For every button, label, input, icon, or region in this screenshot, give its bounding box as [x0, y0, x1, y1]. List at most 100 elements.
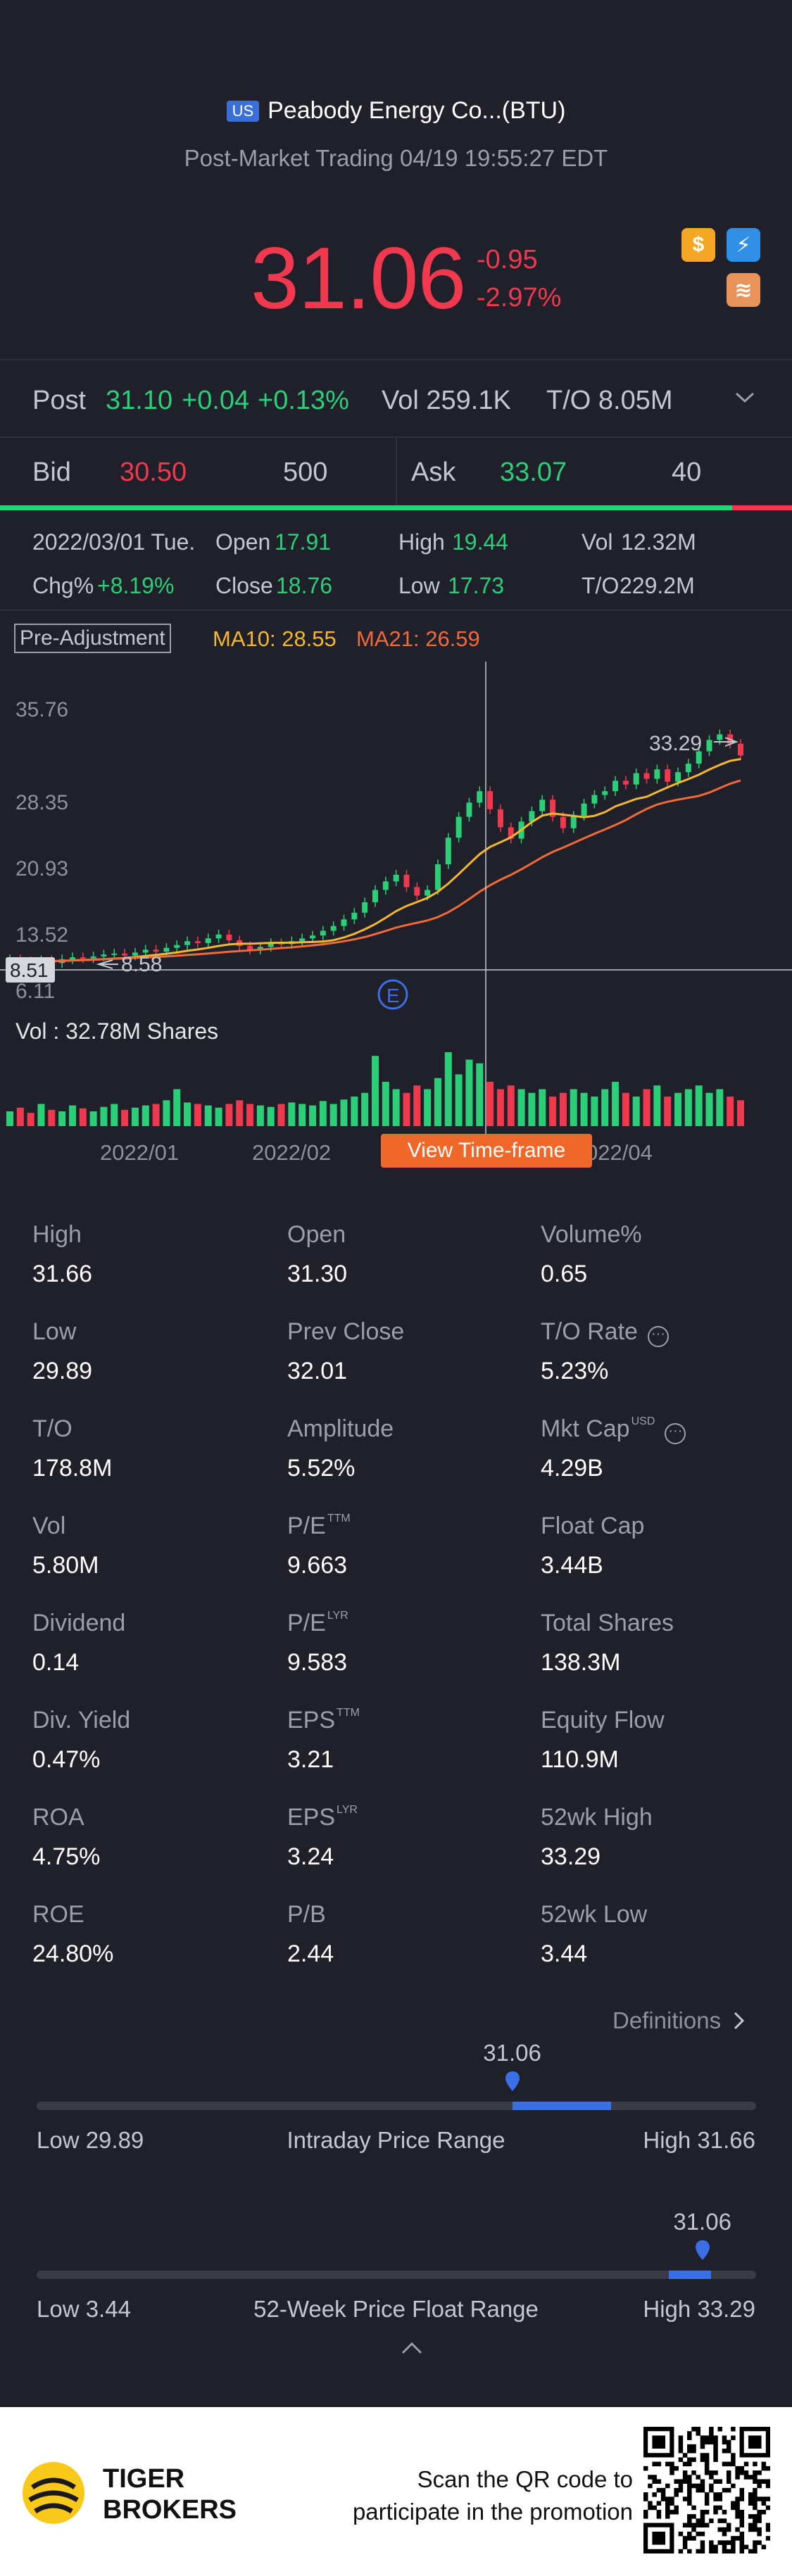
post-volume: Vol 259.1K [382, 386, 511, 415]
post-market-row[interactable]: Post 31.10 +0.04 +0.13% Vol 259.1K T/O 8… [0, 359, 792, 436]
volume-label: Vol : 32.78M Shares [15, 1018, 218, 1044]
volume-bars [6, 1052, 744, 1126]
week52-fill [668, 2271, 711, 2279]
qr-module [757, 2496, 762, 2501]
qr-module [717, 2518, 723, 2523]
stat-label-text: Volume% [541, 1221, 642, 1248]
qr-module [660, 2496, 666, 2501]
candle-body [153, 949, 159, 952]
stat-label-text: EPS [287, 1707, 336, 1734]
more-info-icon[interactable]: ··· [665, 1423, 686, 1444]
volume-bar [674, 1092, 682, 1126]
chevron-up-icon[interactable] [400, 2340, 424, 2356]
chart-canvas[interactable]: 35.76 28.35 20.93 13.52 6.11 8.51 8.58 3… [0, 612, 792, 1189]
qr-module [713, 2470, 718, 2475]
qr-module [757, 2470, 762, 2475]
qr-module [761, 2461, 767, 2467]
qr-module [761, 2479, 767, 2484]
qr-module [726, 2540, 731, 2545]
qr-module [739, 2544, 745, 2550]
qr-module [704, 2509, 710, 2515]
candle-body [403, 874, 410, 888]
candle-body [425, 890, 431, 896]
qr-module [704, 2435, 710, 2440]
qr-module [753, 2461, 758, 2467]
post-change-pct: +0.13% [258, 386, 349, 415]
volume-bar [340, 1099, 348, 1126]
qr-module [722, 2435, 727, 2440]
more-info-icon[interactable]: ··· [647, 1326, 669, 1347]
qr-module [704, 2523, 710, 2528]
stat-label-text: Float Cap [541, 1513, 645, 1539]
stat-label: P/E TTM [287, 1513, 351, 1540]
stat-label-text: Equity Flow [541, 1707, 665, 1734]
view-time-frame-button[interactable]: View Time-frame [381, 1134, 592, 1168]
earnings-event-marker[interactable] [377, 979, 408, 1010]
qr-module [674, 2492, 679, 2497]
candle-body [194, 941, 201, 943]
stat-value: 4.75% [32, 1843, 101, 1870]
qr-module [757, 2509, 762, 2515]
volume-bar [591, 1097, 598, 1126]
qr-module [656, 2514, 662, 2519]
qr-module [731, 2483, 736, 2489]
candle-body [466, 802, 472, 817]
stat-value: 32.01 [287, 1358, 348, 1384]
qr-module [753, 2514, 758, 2519]
y-tick-label: 20.93 [15, 857, 68, 880]
qr-module [765, 2483, 770, 2489]
chevron-down-icon[interactable] [734, 390, 756, 405]
stat-value: 2.44 [287, 1940, 334, 1967]
qr-module [757, 2540, 762, 2545]
stat-label: Mkt Cap USD ··· [541, 1415, 686, 1444]
volume-bar [298, 1104, 306, 1126]
stat-value: 24.80% [32, 1940, 114, 1967]
promo-line-2: participate in the promotion [352, 2499, 633, 2525]
lightning-icon[interactable]: ⚡ [727, 228, 760, 262]
layers-icon[interactable]: ≋ [727, 273, 760, 307]
qr-module [717, 2505, 723, 2511]
stat-superscript: USD [631, 1415, 655, 1427]
stat-value: 31.66 [32, 1261, 93, 1287]
bid-size: 500 [283, 457, 328, 487]
candle-body [90, 956, 96, 959]
qr-module [709, 2544, 714, 2550]
x-tick-label: 2022/02 [252, 1140, 331, 1165]
pre-adjustment-button[interactable]: Pre-Adjustment [14, 624, 171, 653]
change-value: -0.95 [477, 245, 538, 274]
qr-module [765, 2496, 770, 2501]
qr-module [731, 2549, 736, 2553]
qr-module [643, 2509, 648, 2515]
qr-module [648, 2501, 653, 2506]
crosshair-value-box [6, 957, 55, 983]
qr-module [735, 2505, 740, 2511]
candle-body [163, 947, 170, 952]
definitions-link[interactable]: Definitions [612, 2007, 746, 2034]
qr-module [700, 2544, 705, 2550]
qr-module [739, 2496, 745, 2501]
dollar-icon[interactable]: $ [681, 228, 715, 262]
candle-body [351, 912, 358, 920]
volume-bar [48, 1109, 56, 1126]
qr-module [643, 2465, 648, 2471]
candle-body [675, 772, 681, 782]
qr-code[interactable] [643, 2427, 770, 2553]
min-annotation: 8.58 [121, 953, 162, 976]
volume-bar [89, 1111, 97, 1126]
intraday-low: Low 29.89 [37, 2127, 144, 2153]
price-chart[interactable]: Pre-Adjustment MA10: 28.55 MA21: 26.59 3… [0, 612, 792, 1189]
qr-module [726, 2523, 731, 2528]
qr-module [687, 2518, 692, 2523]
qr-module [753, 2492, 758, 2497]
qr-module [682, 2453, 688, 2458]
qr-module [682, 2523, 688, 2528]
volume-bar [601, 1089, 609, 1126]
qr-module [643, 2514, 648, 2519]
qr-module [765, 2536, 770, 2541]
promo-line-1: Scan the QR code to [417, 2466, 633, 2492]
qr-module [713, 2496, 718, 2501]
to-label: T/O [582, 573, 620, 598]
qr-module [761, 2496, 767, 2501]
stock-name: Peabody Energy Co...(BTU) [268, 97, 566, 124]
volume-bar [737, 1100, 744, 1126]
